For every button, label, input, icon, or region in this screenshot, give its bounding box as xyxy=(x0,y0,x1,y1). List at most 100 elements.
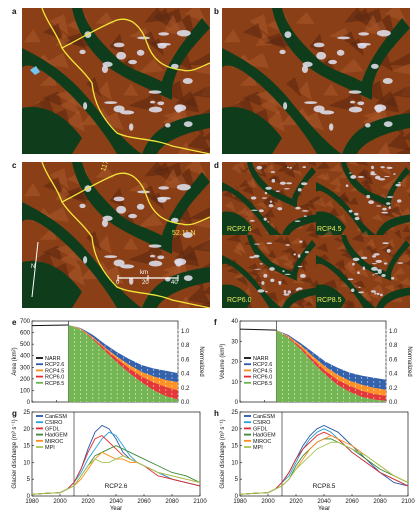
y-tick-label: 40 xyxy=(231,319,238,325)
y2-tick-label: 0.6 xyxy=(389,357,398,363)
terrain-ridge xyxy=(235,241,245,252)
ice-patch xyxy=(265,186,272,190)
y-axis-label: Volume (km³) xyxy=(220,344,226,380)
terrain-ridge xyxy=(252,166,263,175)
legend-label: CSIRO xyxy=(253,420,271,426)
y2-axis-label: Normalized xyxy=(198,346,204,376)
terrain-ridge xyxy=(232,246,243,256)
terrain-ridge xyxy=(323,279,338,290)
ice-patch xyxy=(381,273,386,277)
ice-patch xyxy=(295,206,301,210)
terrain-ridge xyxy=(398,277,410,286)
scale-tick-0: 0 xyxy=(116,280,120,286)
forested-valley xyxy=(360,18,410,90)
ice-patch xyxy=(116,51,127,60)
terrain-ridge xyxy=(122,237,139,250)
ice-patch xyxy=(352,257,360,262)
ice-patch xyxy=(397,199,402,203)
ice-patch xyxy=(104,101,118,104)
forested-valley xyxy=(72,162,172,254)
terrain-ridge xyxy=(276,254,290,262)
forested-valley xyxy=(272,8,372,100)
ice-patch xyxy=(371,63,379,69)
ice-patch xyxy=(372,255,377,258)
scale-unit-label: km xyxy=(140,270,148,276)
terrain-ridge xyxy=(373,51,394,72)
terrain-ridge xyxy=(359,169,371,180)
terrain-quadrant xyxy=(222,162,327,238)
y-tick-label: 700 xyxy=(20,319,31,325)
terrain-ridge xyxy=(97,80,112,101)
ice-patch xyxy=(374,273,379,275)
terrain-ridge xyxy=(295,111,324,131)
terrain-ridge xyxy=(122,83,139,96)
ice-patch xyxy=(128,213,138,219)
ice-patch xyxy=(269,267,275,271)
y-axis-label: Glacier discharge (m³ s⁻¹) xyxy=(220,419,226,488)
terrain-ridge xyxy=(264,208,275,218)
ice-patch xyxy=(286,166,290,169)
ice-patch xyxy=(183,121,193,128)
terrain-ridge xyxy=(405,187,410,194)
forested-valley xyxy=(316,182,376,235)
ice-patch xyxy=(393,173,396,175)
terrain-ridge xyxy=(224,200,236,212)
ice-patch xyxy=(297,265,303,268)
ice-patch xyxy=(385,202,391,205)
terrain-ridge xyxy=(334,259,346,271)
y-tick-label: 500 xyxy=(20,342,31,348)
terrain-ridge xyxy=(95,111,124,131)
terrain-ridge xyxy=(403,235,410,242)
terrain-ridge xyxy=(59,98,80,115)
ice-patch xyxy=(254,268,262,270)
ice-patch xyxy=(294,220,301,222)
ice-patch xyxy=(301,182,308,186)
terrain-ridge xyxy=(389,85,410,98)
terrain-ridge xyxy=(250,227,263,238)
terrain-ridge xyxy=(95,12,115,25)
terrain-ridge xyxy=(282,259,295,270)
terrain-ridge xyxy=(396,146,410,154)
ice-patch xyxy=(174,104,187,112)
north-arrow xyxy=(31,241,39,298)
scale-tick-20: 20 xyxy=(142,280,149,286)
ice-patch xyxy=(395,183,401,187)
band-rcp45 xyxy=(68,325,178,391)
y2-tick-label: 0.4 xyxy=(181,372,190,378)
ice-patch xyxy=(351,288,355,293)
legend-label: HadGEM xyxy=(253,433,276,439)
forested-valley xyxy=(342,113,410,154)
ice-patch xyxy=(366,194,371,199)
ice-patch xyxy=(120,110,135,115)
terrain-ridge xyxy=(95,166,115,179)
terrain-ridge xyxy=(290,162,300,171)
terrain-ridge xyxy=(97,234,112,255)
ice-patch xyxy=(113,105,125,113)
terrain-ridge xyxy=(343,260,356,272)
x-tick-label: 2040 xyxy=(109,499,123,505)
terrain-ridge xyxy=(305,223,317,232)
ice-patch xyxy=(157,255,165,260)
panel-letter-c: c xyxy=(12,161,17,170)
terrain-ridge xyxy=(303,295,315,306)
ice-patch xyxy=(357,271,360,275)
ice-patch xyxy=(182,78,193,84)
series-narr xyxy=(239,328,277,331)
ice-patch xyxy=(354,216,360,221)
terrain-ridge xyxy=(137,58,164,74)
terrain-ridge xyxy=(406,162,410,163)
ice-patch xyxy=(277,207,283,211)
terrain-ridge xyxy=(316,173,328,182)
terrain-ridge xyxy=(274,198,284,209)
ice-patch xyxy=(101,219,109,227)
ice-patch xyxy=(148,90,162,94)
ice-patch xyxy=(349,100,356,104)
ice-patch xyxy=(382,242,390,244)
ice-patch xyxy=(176,183,191,191)
terrain-ridge xyxy=(393,267,406,276)
terrain-ridge xyxy=(386,238,395,248)
ice-patch xyxy=(348,90,362,94)
ice-patch xyxy=(250,209,258,211)
ice-patch xyxy=(261,197,267,199)
y2-tick-label: 0.0 xyxy=(389,400,398,406)
